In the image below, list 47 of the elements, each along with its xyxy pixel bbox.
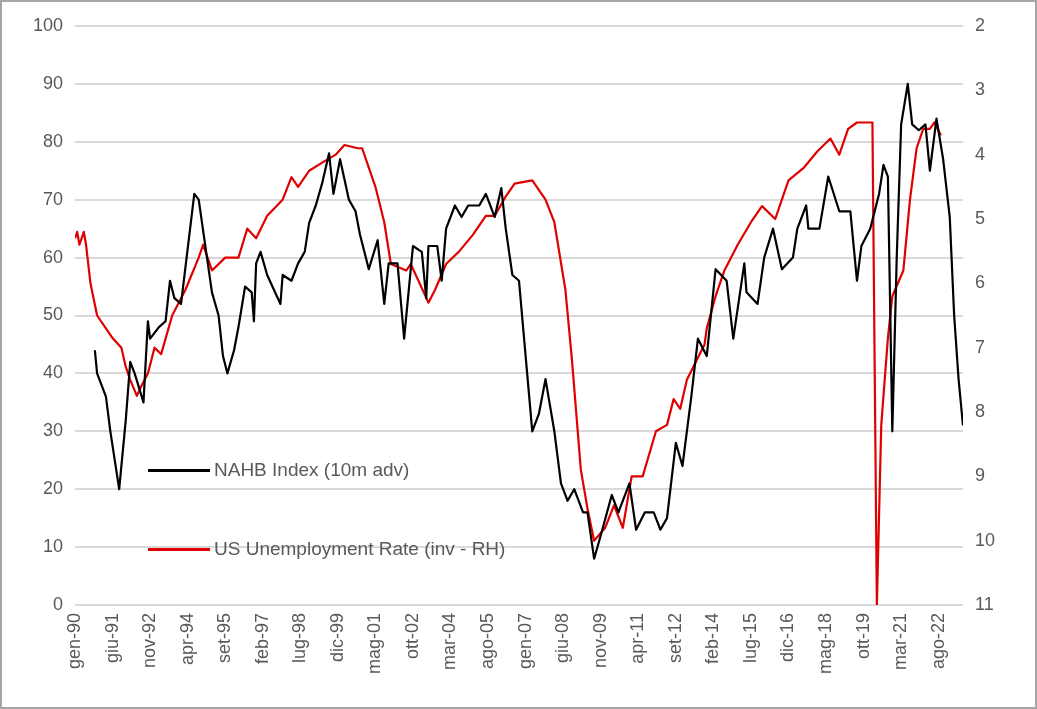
x-tick-label: mag-01: [364, 613, 385, 675]
y2-tick-label: 5: [975, 207, 986, 228]
y-tick-label: 60: [42, 246, 63, 267]
y2-tick-label: 4: [975, 143, 986, 164]
y-tick-label: 70: [42, 188, 63, 209]
x-tick-label: mar-21: [890, 613, 911, 671]
x-tick-label: lug-98: [289, 613, 310, 664]
y-tick-label: 50: [42, 304, 63, 325]
x-tick-label: gen-90: [63, 613, 84, 670]
y-tick-label: 90: [42, 72, 63, 93]
x-tick-label: gen-07: [514, 613, 535, 670]
y2-tick-label: 8: [975, 400, 986, 421]
x-tick-label: ago-22: [927, 613, 948, 670]
x-tick-label: ott-19: [852, 613, 873, 660]
legend-label: NAHB Index (10m adv): [214, 459, 410, 481]
x-tick-label: nov-92: [139, 613, 160, 669]
y-tick-label: 10: [42, 536, 63, 557]
x-tick-label: giu-91: [101, 613, 122, 664]
x-tick-label: dic-99: [326, 613, 347, 663]
x-tick-label: nov-09: [589, 613, 610, 669]
x-tick-label: mag-18: [815, 613, 836, 675]
x-tick-label: ott-02: [401, 613, 422, 660]
x-tick-label: set-95: [214, 613, 235, 664]
y2-tick-label: 2: [975, 14, 986, 35]
y2-tick-label: 11: [975, 593, 994, 614]
y2-tick-label: 7: [975, 336, 986, 357]
y2-tick-label: 6: [975, 272, 986, 293]
y2-tick-label: 10: [975, 529, 996, 550]
x-tick-label: giu-08: [552, 613, 573, 664]
x-tick-label: lug-15: [739, 613, 760, 664]
x-tick-label: feb-14: [702, 613, 723, 665]
y-tick-label: 40: [42, 362, 63, 383]
y-tick-label: 0: [52, 593, 63, 614]
x-tick-label: apr-94: [176, 613, 197, 666]
y-tick-label: 100: [32, 14, 63, 35]
x-tick-label: ago-05: [477, 613, 498, 670]
x-tick-label: dic-16: [777, 613, 798, 663]
y-tick-label: 20: [42, 478, 63, 499]
y-tick-label: 80: [42, 130, 63, 151]
y-tick-label: 30: [42, 420, 63, 441]
y2-tick-label: 3: [975, 79, 986, 100]
y2-tick-label: 9: [975, 465, 986, 486]
x-tick-label: set-12: [664, 613, 685, 664]
x-tick-label: mar-04: [439, 613, 460, 671]
x-tick-label: apr-11: [627, 613, 648, 664]
legend-label: US Unemployment Rate (inv - RH): [214, 538, 506, 560]
x-tick-label: feb-97: [251, 613, 272, 665]
